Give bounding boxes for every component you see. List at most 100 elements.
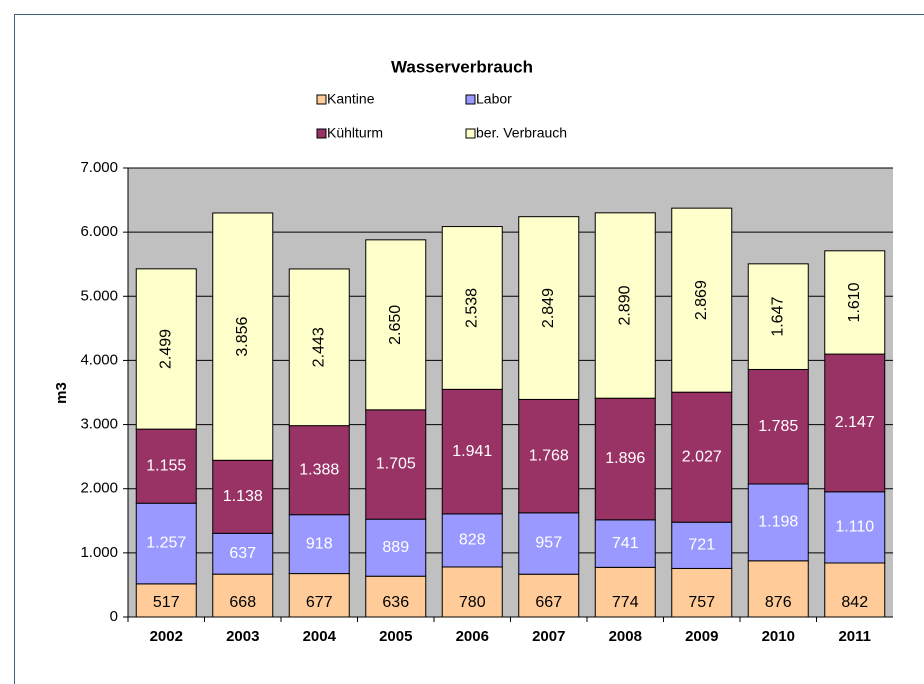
- bar-segment: [594, 566, 656, 618]
- y-tick-label: 1.000: [80, 544, 118, 561]
- bar-segment: [441, 226, 503, 390]
- bar-segment: [518, 573, 580, 618]
- bar-segment: [747, 483, 809, 562]
- data-label: 3.856: [234, 317, 251, 357]
- y-tick-label: 2.000: [80, 480, 118, 497]
- data-label: 667: [535, 594, 562, 611]
- x-tick-label: 2003: [226, 628, 259, 645]
- y-tick-label: 3.000: [80, 416, 118, 433]
- x-tick-label: 2006: [456, 628, 489, 645]
- bar-segment: [518, 216, 580, 400]
- chart-title: Wasserverbrauch: [391, 57, 533, 76]
- bar-segment: [135, 268, 197, 430]
- data-label: 517: [153, 594, 180, 611]
- data-label: 741: [612, 535, 639, 552]
- data-label: 2.027: [682, 448, 722, 465]
- bar-segment: [824, 562, 886, 618]
- legend-label: ber. Verbrauch: [476, 125, 567, 141]
- data-label: 1.138: [223, 488, 263, 505]
- x-tick-label: 2008: [609, 628, 642, 645]
- data-label: 637: [229, 545, 256, 562]
- y-tick-label: 0: [110, 608, 118, 625]
- bar-segment: [594, 397, 656, 521]
- legend-label: Kantine: [327, 91, 375, 107]
- data-label: 2.538: [463, 288, 480, 328]
- data-label: 842: [841, 594, 868, 611]
- bar-segment: [824, 353, 886, 493]
- data-label: 774: [612, 594, 639, 611]
- bar-segment: [518, 512, 580, 575]
- x-tick-label: 2002: [150, 628, 183, 645]
- bar-segment: [288, 573, 350, 618]
- bar-segment: [288, 425, 350, 516]
- bar-segment: [365, 518, 427, 577]
- legend-swatch: [465, 128, 476, 139]
- data-label: 1.705: [376, 456, 416, 473]
- bar-segment: [594, 212, 656, 399]
- data-label: 876: [765, 594, 792, 611]
- data-label: 918: [306, 535, 333, 552]
- data-label: 957: [535, 535, 562, 552]
- data-label: 1.155: [146, 457, 186, 474]
- y-axis-label: m3: [53, 382, 70, 404]
- bar-segment: [824, 250, 886, 355]
- data-label: 668: [229, 594, 256, 611]
- legend-label: Labor: [476, 91, 512, 107]
- x-tick-label: 2007: [532, 628, 565, 645]
- x-tick-label: 2004: [303, 628, 337, 645]
- bar-segment: [441, 513, 503, 568]
- data-label: 721: [688, 537, 715, 554]
- bar-segment: [212, 212, 274, 461]
- data-label: 780: [459, 594, 486, 611]
- bar-segment: [594, 519, 656, 568]
- data-label: 2.443: [310, 327, 327, 367]
- bar-segment: [365, 239, 427, 411]
- data-label: 2.499: [157, 329, 174, 369]
- data-label: 1.785: [758, 418, 798, 435]
- data-label: 1.647: [769, 297, 786, 337]
- bar-segment: [135, 583, 197, 618]
- x-tick-label: 2011: [838, 628, 871, 645]
- data-label: 677: [306, 594, 333, 611]
- bar-segment: [441, 388, 503, 515]
- bar-segment: [135, 502, 197, 585]
- x-tick-label: 2005: [379, 628, 412, 645]
- bar-segment: [288, 514, 350, 575]
- x-tick-label: 2009: [685, 628, 718, 645]
- data-label: 2.147: [835, 414, 875, 431]
- y-tick-label: 5.000: [80, 287, 118, 304]
- x-tick-label: 2010: [762, 628, 795, 645]
- legend-swatch: [465, 94, 476, 105]
- y-tick-label: 4.000: [80, 351, 118, 368]
- data-label: 2.650: [387, 305, 404, 345]
- data-label: 889: [382, 539, 409, 556]
- bar-segment: [212, 573, 274, 618]
- data-label: 2.890: [616, 285, 633, 325]
- data-label: 2.849: [540, 288, 557, 328]
- bar-segment: [671, 391, 733, 523]
- data-label: 636: [382, 594, 409, 611]
- bar-segment: [671, 207, 733, 393]
- data-label: 1.896: [605, 450, 645, 467]
- bar-segment: [288, 268, 350, 427]
- y-tick-label: 6.000: [80, 223, 118, 240]
- data-label: 1.257: [146, 535, 186, 552]
- data-label: 1.110: [835, 519, 874, 536]
- data-label: 757: [688, 594, 715, 611]
- bar-segment: [518, 398, 580, 514]
- legend-swatch: [316, 128, 327, 139]
- legend-swatch: [316, 94, 327, 105]
- data-label: 1.610: [846, 282, 863, 322]
- data-label: 1.388: [299, 461, 339, 478]
- bar-segment: [365, 409, 427, 520]
- bar-segment: [671, 521, 733, 569]
- bar-segment: [671, 567, 733, 618]
- bar-segment: [212, 459, 274, 534]
- bar-segment: [135, 428, 197, 504]
- bar-segment: [365, 575, 427, 618]
- bar-segment: [747, 263, 809, 370]
- legend-label: Kühlturm: [327, 125, 383, 141]
- data-label: 828: [459, 532, 486, 549]
- bar-segment: [824, 491, 886, 564]
